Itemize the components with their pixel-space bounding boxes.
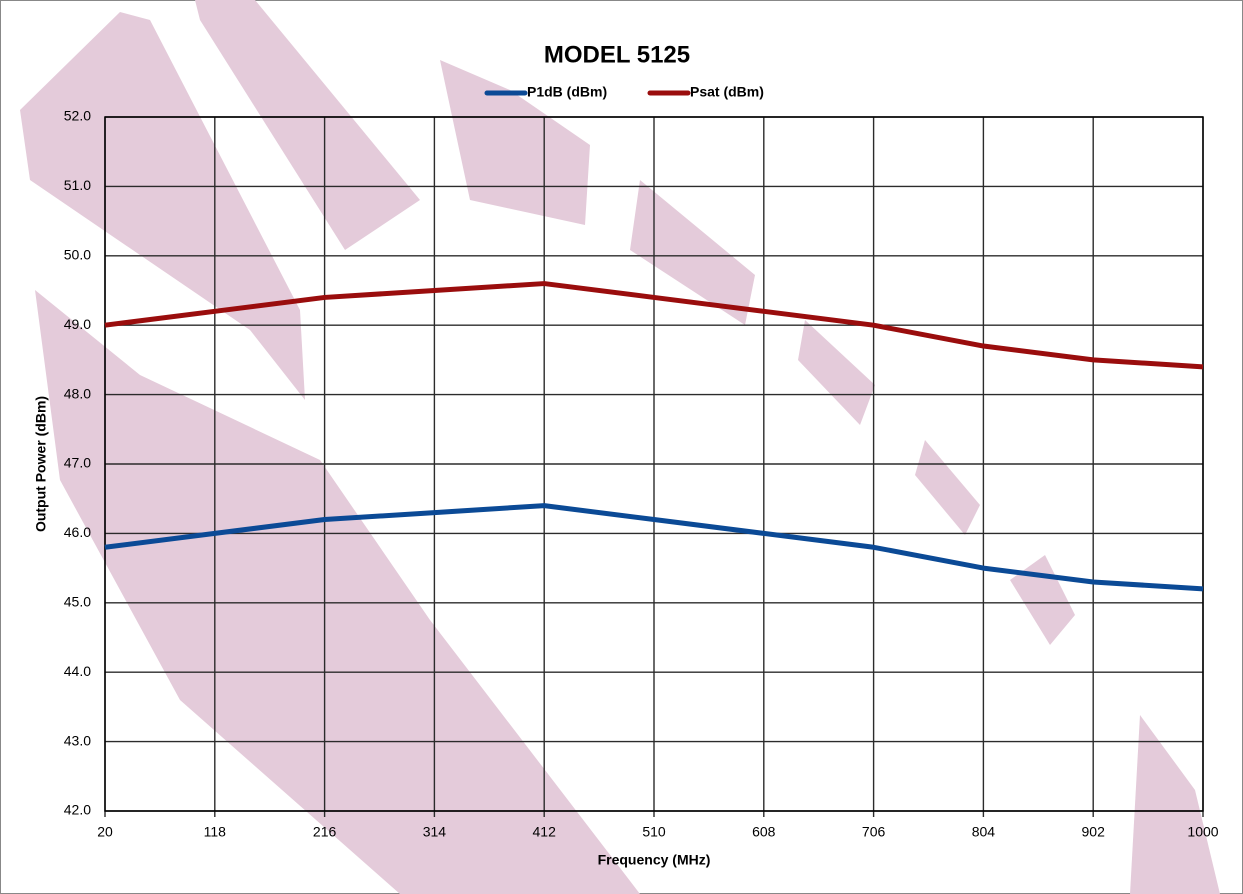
y-tick-label: 42.0 <box>64 802 91 818</box>
y-tick-label: 45.0 <box>64 594 91 610</box>
y-tick-label: 47.0 <box>64 455 91 471</box>
watermark-shape <box>35 290 640 894</box>
x-tick-label: 216 <box>313 824 337 840</box>
x-axis-label: Frequency (MHz) <box>598 852 711 868</box>
watermark-shape <box>195 0 420 250</box>
x-tick-label: 314 <box>423 824 447 840</box>
watermark-shape <box>1130 715 1220 894</box>
series-line <box>104 281 1204 370</box>
y-tick-label: 44.0 <box>64 663 91 679</box>
y-tick-label: 51.0 <box>64 177 91 193</box>
watermark <box>20 0 1220 894</box>
watermark-shape <box>1010 555 1075 645</box>
x-tick-label: 412 <box>533 824 557 840</box>
legend-label: P1dB (dBm) <box>527 84 607 100</box>
legend-label: Psat (dBm) <box>690 84 764 100</box>
y-tick-label: 50.0 <box>64 247 91 263</box>
y-tick-label: 52.0 <box>64 108 91 124</box>
y-tick-label: 46.0 <box>64 524 91 540</box>
plot-border <box>104 116 1204 812</box>
watermark-shape <box>20 12 305 400</box>
x-tick-label: 706 <box>862 824 886 840</box>
chart-title: MODEL 5125 <box>544 41 690 68</box>
watermark-shape <box>440 60 590 225</box>
watermark-shape <box>630 180 755 325</box>
y-tick-label: 43.0 <box>64 732 91 748</box>
watermark-shape <box>798 320 875 425</box>
x-tick-label: 902 <box>1082 824 1106 840</box>
x-tick-label: 20 <box>97 824 113 840</box>
y-axis-label: Output Power (dBm) <box>33 396 49 532</box>
x-tick-label: 608 <box>752 824 776 840</box>
x-tick-label: 804 <box>972 824 996 840</box>
series-line <box>104 503 1204 592</box>
x-tick-label: 1000 <box>1187 824 1218 840</box>
y-tick-label: 49.0 <box>64 316 91 332</box>
x-tick-label: 118 <box>204 824 227 840</box>
y-tick-label: 48.0 <box>64 385 91 401</box>
x-tick-label: 510 <box>642 824 666 840</box>
